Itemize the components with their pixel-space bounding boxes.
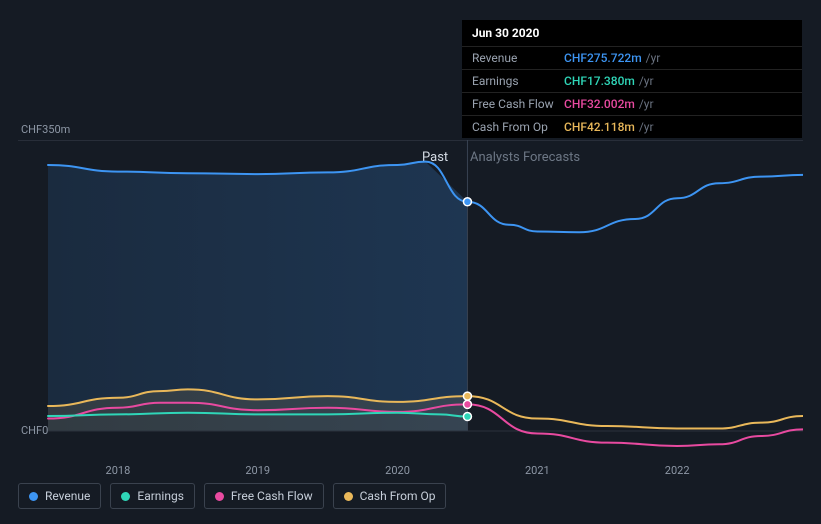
legend-item-earnings[interactable]: Earnings <box>110 483 195 509</box>
x-tick: 2022 <box>665 464 690 477</box>
legend-item-fcf[interactable]: Free Cash Flow <box>204 483 324 509</box>
legend-label: Cash From Op <box>360 489 436 503</box>
y-axis-max: CHF350m <box>21 123 70 136</box>
x-tick: 2021 <box>525 464 550 477</box>
tooltip-row-unit: /yr <box>639 120 654 134</box>
legend-item-revenue[interactable]: Revenue <box>18 483 101 509</box>
tooltip-row-label: Earnings <box>472 74 564 88</box>
x-tick: 2020 <box>385 464 410 477</box>
tooltip-row-unit: /yr <box>639 97 654 111</box>
tooltip-row: EarningsCHF17.380m/yr <box>462 69 802 92</box>
x-tick: 2018 <box>106 464 131 477</box>
tooltip-row-value: CHF17.380m <box>564 74 635 88</box>
legend-item-cfo[interactable]: Cash From Op <box>333 483 447 509</box>
tooltip-row-label: Cash From Op <box>472 120 564 134</box>
chart-container: Jun 30 2020 RevenueCHF275.722m/yrEarning… <box>0 0 821 524</box>
tooltip-row: RevenueCHF275.722m/yr <box>462 46 802 69</box>
legend-label: Earnings <box>137 489 184 503</box>
legend-dot-icon <box>344 492 353 501</box>
hover-tooltip: Jun 30 2020 RevenueCHF275.722m/yrEarning… <box>462 20 802 138</box>
legend-dot-icon <box>121 492 130 501</box>
tooltip-row-value: CHF275.722m <box>564 51 642 65</box>
legend-dot-icon <box>215 492 224 501</box>
tooltip-row-unit: /yr <box>639 74 654 88</box>
tooltip-row-label: Free Cash Flow <box>472 97 564 111</box>
tooltip-row: Cash From OpCHF42.118m/yr <box>462 115 802 138</box>
chart-plot-area <box>18 140 803 461</box>
x-tick: 2019 <box>245 464 270 477</box>
legend-label: Revenue <box>45 489 90 503</box>
chart-svg <box>18 140 803 461</box>
tooltip-row-value: CHF32.002m <box>564 97 635 111</box>
tooltip-date: Jun 30 2020 <box>462 20 802 46</box>
legend: Revenue Earnings Free Cash Flow Cash From O… <box>18 483 446 509</box>
legend-dot-icon <box>29 492 38 501</box>
tooltip-row-label: Revenue <box>472 51 564 65</box>
tooltip-row-value: CHF42.118m <box>564 120 635 134</box>
legend-label: Free Cash Flow <box>231 489 313 503</box>
tooltip-row: Free Cash FlowCHF32.002m/yr <box>462 92 802 115</box>
tooltip-row-unit: /yr <box>646 51 661 65</box>
